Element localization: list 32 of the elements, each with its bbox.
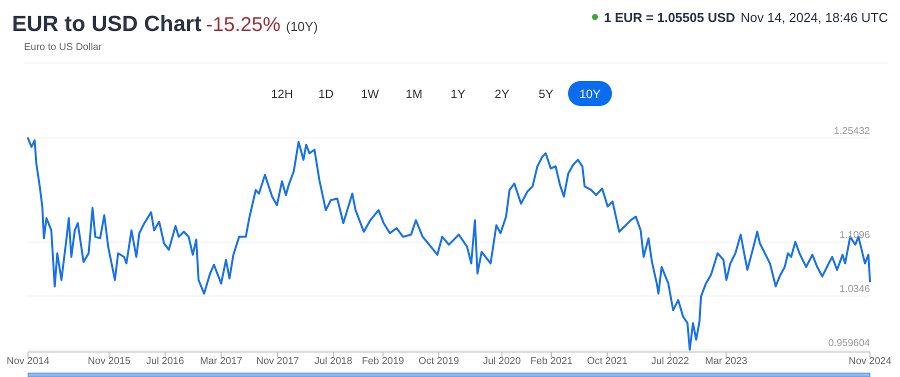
x-tick-label: Oct 2021 bbox=[586, 356, 628, 367]
text: 1W bbox=[361, 87, 380, 101]
x-tick-label: Feb 2021 bbox=[530, 356, 574, 367]
text: 10Y bbox=[579, 87, 601, 101]
text: 1D bbox=[318, 87, 334, 101]
y-tick-label: 1.25432 bbox=[834, 126, 870, 137]
text: 1 EUR = 1.05505 USD bbox=[604, 10, 736, 25]
x-tick-label: Nov 2017 bbox=[256, 356, 300, 367]
x-tick-label: Jul 2018 bbox=[314, 356, 353, 367]
text: 5Y bbox=[538, 87, 554, 101]
text: (10Y) bbox=[286, 19, 318, 34]
text: 1M bbox=[406, 87, 422, 101]
text: 12H bbox=[270, 87, 294, 101]
y-tick-label: 1.0346 bbox=[839, 284, 870, 296]
y-tick-label: 0.959604 bbox=[828, 338, 870, 349]
chart-title: EUR to USD Chart bbox=[12, 11, 202, 36]
text: Nov 14, 2024, 18:46 UTC bbox=[740, 10, 888, 25]
x-tick-label: Jul 2022 bbox=[651, 356, 690, 367]
text: -15.25% bbox=[206, 14, 281, 36]
x-tick-label: Jul 2020 bbox=[482, 356, 522, 367]
text: 2Y bbox=[494, 87, 510, 101]
y-tick-label: 1.1096 bbox=[839, 230, 870, 242]
x-tick-label: Mar 2023 bbox=[705, 356, 748, 367]
x-tick-label: Feb 2019 bbox=[362, 356, 405, 367]
x-tick-label: Nov 2015 bbox=[88, 356, 131, 367]
x-tick-label: Nov 2024 bbox=[848, 356, 892, 367]
text: 1Y bbox=[450, 87, 466, 101]
x-tick-label: Oct 2019 bbox=[418, 356, 460, 367]
x-tick-label: Mar 2017 bbox=[200, 356, 243, 367]
x-tick-label: Nov 2014 bbox=[6, 356, 50, 367]
x-tick-label: Jul 2016 bbox=[146, 356, 184, 367]
chart-subtitle: Euro to US Dollar bbox=[24, 42, 102, 53]
